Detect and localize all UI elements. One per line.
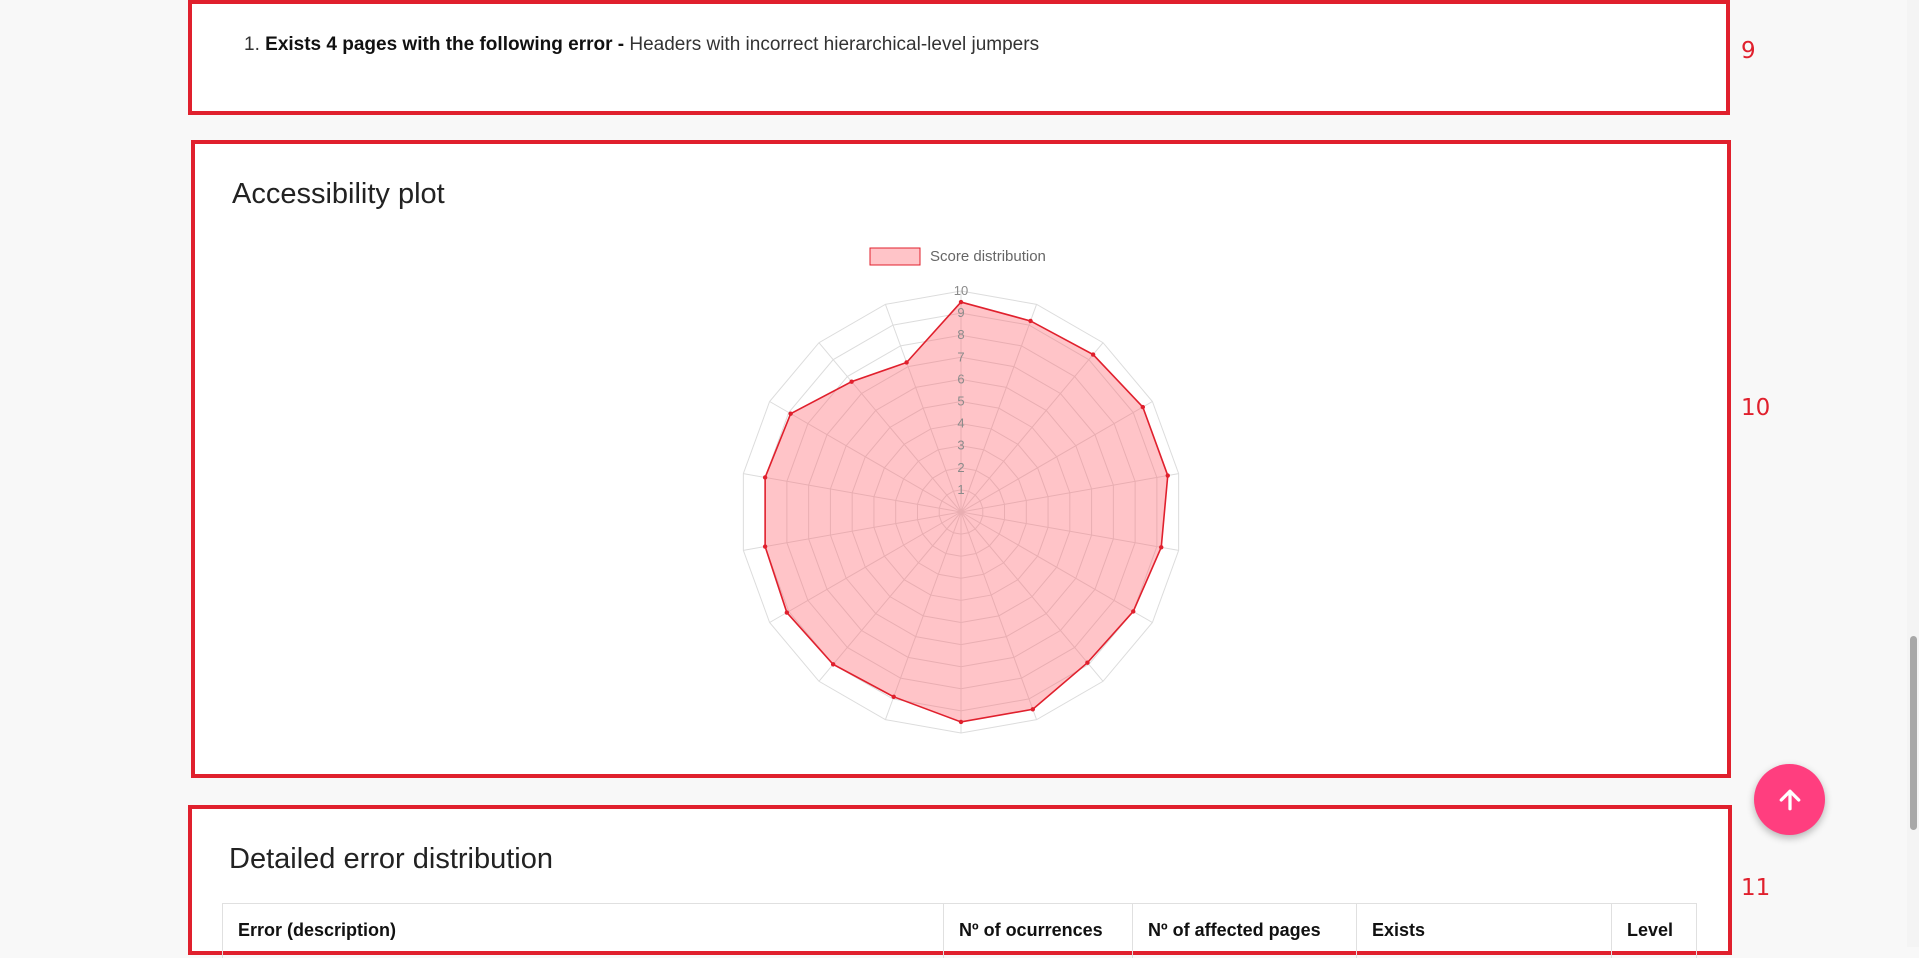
column-header-occurrences[interactable]: Nº of ocurrences <box>943 903 1133 958</box>
radar-spoke <box>960 511 1038 720</box>
radar-spoke <box>960 511 1104 682</box>
error-summary: Exists 4 pages with the following error … <box>265 34 625 55</box>
table-header-row: Error (description) Nº of ocurrences Nº … <box>222 903 1697 958</box>
legend-swatch <box>869 247 921 266</box>
radar-data-point <box>830 662 836 667</box>
radar-tick-label: 10 <box>954 283 968 298</box>
column-header-level[interactable]: Level <box>1611 903 1697 958</box>
radar-data-point <box>1140 404 1146 410</box>
radar-data-point <box>958 719 964 725</box>
radar-data-point <box>1028 318 1033 324</box>
radar-spoke <box>884 511 962 720</box>
radar-tick-label: 3 <box>957 438 964 453</box>
arrow-up-icon <box>1779 789 1800 810</box>
column-header-affected-pages[interactable]: Nº of affected pages <box>1132 903 1357 958</box>
radar-data-point <box>849 379 854 384</box>
section-9-card: 1. Exists 4 pages with the following err… <box>188 0 1730 115</box>
radar-spoke <box>960 511 1153 623</box>
radar-tick-label: 8 <box>957 327 964 342</box>
radar-data-point <box>891 694 896 700</box>
radar-tick-label: 1 <box>957 482 964 497</box>
radar-data-point <box>762 544 768 549</box>
scrollbar-thumb[interactable] <box>1910 636 1917 830</box>
radar-spoke <box>884 304 962 513</box>
radar-chart: 1 2 3 4 5 6 7 8 9 10 Score distribution <box>742 247 1180 734</box>
radar-data-point <box>904 360 909 365</box>
radar-data-point <box>1165 473 1170 478</box>
radar-data-point <box>1085 660 1090 665</box>
radar-data-point <box>1030 707 1036 712</box>
radar-spoke <box>960 511 1179 551</box>
section-number-11: 11 <box>1741 875 1771 901</box>
radar-spoke <box>818 511 962 682</box>
radar-spoke <box>743 473 962 513</box>
radar-tick-label: 9 <box>957 305 964 320</box>
radar-spoke <box>769 401 962 513</box>
radar-spoke <box>743 511 962 551</box>
detailed-error-title: Detailed error distribution <box>229 843 553 875</box>
radar-data-point <box>958 299 964 305</box>
radar-tick-label: 2 <box>957 460 964 475</box>
radar-tick-label: 7 <box>957 349 964 364</box>
error-description: Headers with incorrect hierarchical-leve… <box>629 34 1040 55</box>
radar-spoke <box>960 342 1104 513</box>
legend-label: Score distribution <box>930 248 1046 265</box>
radar-data-point <box>1090 352 1096 357</box>
radar-spoke <box>960 401 1153 513</box>
radar-spoke <box>960 304 1038 513</box>
radar-spoke <box>960 473 1179 513</box>
error-distribution-table: Error (description) Nº of ocurrences Nº … <box>222 903 1697 958</box>
radar-data-point <box>762 475 768 480</box>
section-10-card: Accessibility plot 1 2 3 4 5 6 7 8 9 10 Score dist… <box>191 140 1731 778</box>
radar-data-point <box>1131 609 1136 614</box>
radar-data-point <box>784 610 790 615</box>
radar-spoke <box>818 342 962 513</box>
radar-tick-label: 5 <box>957 394 964 409</box>
list-index: 1. <box>244 34 260 55</box>
error-list-item: 1. Exists 4 pages with the following err… <box>244 34 1039 56</box>
column-header-exists[interactable]: Exists <box>1356 903 1612 958</box>
radar-data-point <box>1159 545 1164 550</box>
section-number-9: 9 <box>1741 38 1756 64</box>
column-header-error-description[interactable]: Error (description) <box>222 903 944 958</box>
radar-tick-label: 4 <box>957 416 964 431</box>
section-11-card: Detailed error distribution Error (descr… <box>188 805 1732 958</box>
radar-tick-label: 6 <box>957 371 964 386</box>
radar-series-area <box>764 301 1169 723</box>
radar-data-point <box>788 411 793 416</box>
scroll-to-top-button[interactable] <box>1754 764 1825 835</box>
section-number-10: 10 <box>1741 395 1771 421</box>
radar-spoke <box>769 511 962 623</box>
accessibility-plot-title: Accessibility plot <box>232 178 445 210</box>
